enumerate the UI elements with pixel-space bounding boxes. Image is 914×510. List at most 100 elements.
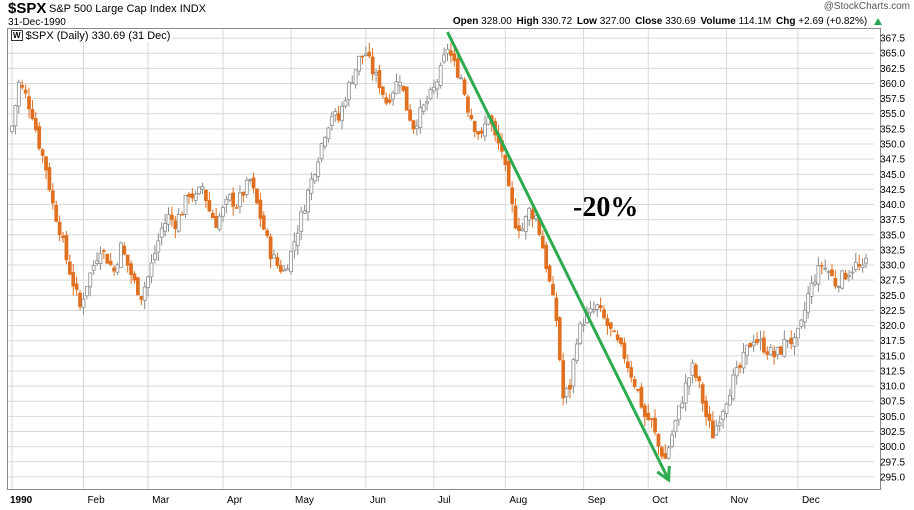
- ohlc-body: [340, 105, 344, 122]
- ohlc-body: [544, 244, 549, 269]
- ohlc-body: [775, 347, 780, 356]
- ohlc-body: [309, 178, 314, 194]
- open-value: 328.00: [481, 16, 512, 27]
- plot-area[interactable]: [7, 28, 881, 490]
- ohlc-body: [789, 337, 793, 344]
- ohlc-body: [333, 111, 338, 116]
- ohlc-body: [244, 179, 249, 196]
- ohlc-body: [625, 361, 630, 369]
- ohlc-body: [190, 193, 195, 199]
- y-tick-label: 367.5: [880, 34, 905, 45]
- y-tick-label: 360.0: [880, 79, 905, 90]
- ohlc-body: [452, 53, 457, 62]
- chart-type-icon: W: [11, 30, 23, 41]
- ohlc-body: [690, 362, 695, 377]
- ohlc-body: [285, 268, 290, 271]
- ohlc-body: [326, 127, 331, 140]
- y-tick-label: 300.0: [880, 442, 905, 453]
- y-tick-label: 325.0: [880, 291, 905, 302]
- ohlc-body: [782, 339, 787, 357]
- ohlc-body: [843, 272, 848, 280]
- ohlc-body: [813, 281, 817, 285]
- ohlc-body: [173, 220, 178, 229]
- decline-arrow: [446, 31, 671, 481]
- ohlc-body: [612, 330, 617, 333]
- ohlc-body: [265, 230, 270, 236]
- ohlc-body: [221, 207, 225, 217]
- ohlc-body: [204, 189, 208, 201]
- ohlc-body: [183, 194, 188, 215]
- ohlc-body: [748, 343, 753, 348]
- ohlc-body: [472, 121, 477, 132]
- y-tick-label: 327.5: [880, 276, 905, 287]
- ohlc-body: [734, 367, 739, 377]
- ohlc-body: [595, 304, 600, 310]
- ohlc-body: [387, 99, 392, 103]
- ohlc-body: [357, 55, 361, 72]
- ohlc-body: [306, 190, 310, 213]
- ohlc-body: [503, 154, 508, 166]
- ohlc-body: [292, 241, 297, 251]
- ohlc-body: [421, 104, 426, 112]
- ohlc-body: [551, 283, 555, 296]
- ohlc-body: [353, 69, 358, 85]
- ohlc-body: [578, 323, 583, 344]
- x-tick-label: Aug: [509, 495, 527, 506]
- ohlc-body: [772, 350, 776, 358]
- ohlc-body: [115, 264, 120, 273]
- ohlc-body: [847, 274, 851, 278]
- ohlc-body: [646, 412, 651, 420]
- ohlc-body: [622, 342, 627, 359]
- ohlc-body: [857, 264, 862, 267]
- ohlc-body: [714, 425, 719, 436]
- ohlc-body: [251, 177, 256, 189]
- ohlc-body: [227, 194, 232, 201]
- ohlc-body: [602, 309, 606, 319]
- ohlc-body: [200, 186, 205, 190]
- symbol-ticker: $SPX: [8, 0, 47, 17]
- ohlc-body: [741, 351, 746, 369]
- ohlc-body: [513, 205, 518, 229]
- ohlc-body: [517, 225, 521, 232]
- ohlc-body: [605, 318, 610, 326]
- ohlc-body: [530, 209, 535, 219]
- ohlc-body: [738, 364, 742, 368]
- ohlc-body: [755, 339, 759, 343]
- ohlc-body: [67, 261, 72, 275]
- y-tick-label: 337.5: [880, 215, 905, 226]
- ohlc-body: [833, 277, 838, 287]
- quote-summary: Open 328.00 High 330.72 Low 327.00 Close…: [453, 16, 884, 27]
- low-label: Low: [576, 16, 597, 27]
- ohlc-body: [687, 377, 691, 387]
- ohlc-body: [670, 434, 674, 448]
- ohlc-body: [860, 264, 865, 268]
- y-tick-label: 305.0: [880, 412, 905, 423]
- ohlc-body: [163, 223, 168, 232]
- ohlc-body: [823, 267, 828, 270]
- ohlc-body: [554, 297, 559, 321]
- y-tick-label: 330.0: [880, 261, 905, 272]
- ohlc-body: [323, 137, 327, 147]
- ohlc-body: [466, 96, 470, 113]
- y-tick-label: 295.0: [880, 472, 905, 483]
- ohlc-body: [193, 193, 198, 201]
- ohlc-body: [653, 417, 657, 433]
- ohlc-body: [768, 347, 773, 356]
- y-tick-label: 297.5: [880, 457, 905, 468]
- ohlc-body: [343, 100, 348, 107]
- ohlc-body: [61, 235, 65, 239]
- x-tick-label: 1990: [10, 495, 33, 506]
- ohlc-body: [102, 250, 106, 252]
- y-tick-label: 332.5: [880, 245, 905, 256]
- y-tick-label: 307.5: [880, 397, 905, 408]
- ohlc-body: [806, 293, 811, 313]
- ohlc-body: [282, 269, 287, 272]
- ohlc-body: [711, 420, 715, 439]
- ohlc-body: [363, 53, 368, 56]
- ohlc-body: [40, 149, 45, 156]
- ohlc-body: [27, 96, 31, 110]
- ohlc-body: [37, 126, 42, 149]
- ohlc-body: [527, 207, 532, 221]
- ohlc-body: [564, 387, 569, 398]
- ohlc-body: [401, 85, 406, 91]
